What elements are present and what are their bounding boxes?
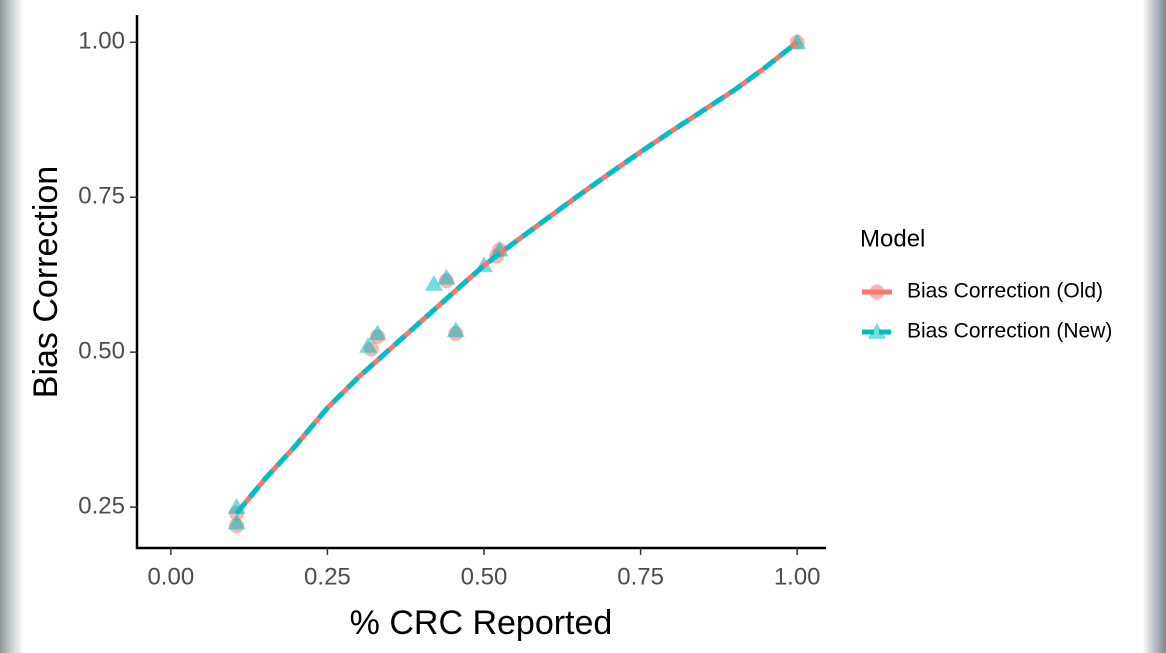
legend-label: Bias Correction (Old) [907,280,1103,303]
data-point [227,513,246,530]
x-tick-label: 0.50 [461,563,508,590]
x-tick-label: 0.25 [304,563,351,590]
legend-key-marker [868,323,886,339]
y-axis-title: Bias Correction [27,166,65,398]
legend-key-marker [869,284,885,300]
fit-line [234,40,799,515]
legend-title: Model [860,225,925,252]
data-point [446,321,465,338]
x-tick-label: 0.00 [147,563,194,590]
data-point [424,274,443,291]
data-point [368,324,387,341]
legend-label: Bias Correction (New) [907,320,1112,343]
data-point [359,336,378,353]
x-tick-label: 0.75 [617,563,664,590]
data-point [437,268,456,285]
y-tick-label: 0.50 [78,337,125,364]
y-tick-label: 0.25 [78,492,125,519]
y-tick-label: 0.75 [78,183,125,210]
fit-line [234,40,799,515]
x-axis-title: % CRC Reported [350,604,613,642]
x-tick-label: 1.00 [774,563,821,590]
y-tick-label: 1.00 [78,28,125,55]
